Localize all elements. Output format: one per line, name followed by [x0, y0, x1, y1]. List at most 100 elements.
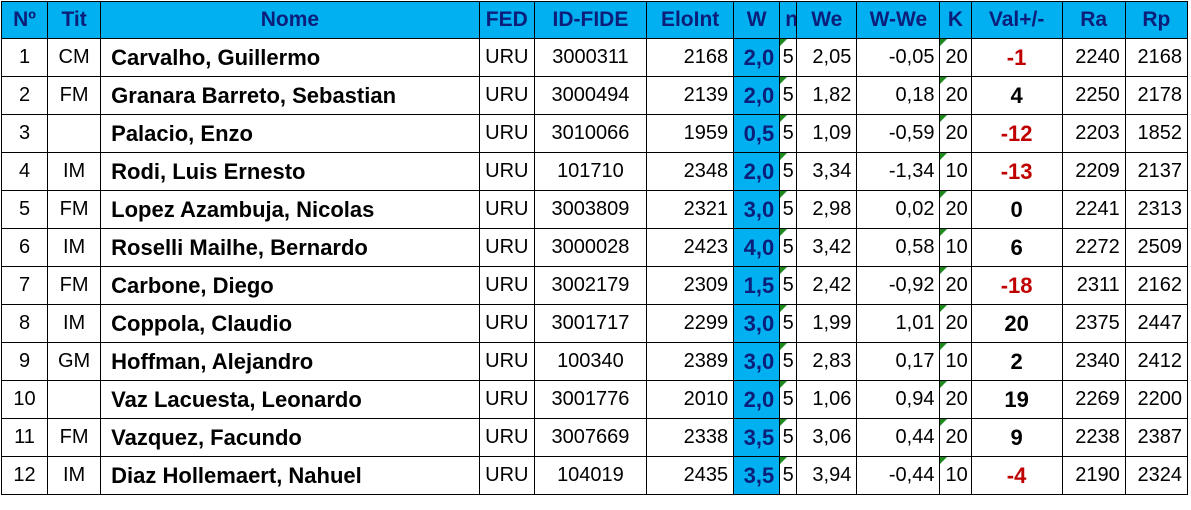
federation: URU: [478, 418, 535, 457]
fide-id: 3001717: [533, 304, 648, 343]
federation: URU: [478, 456, 535, 495]
player-row: 9 GM Hoffman, Alejandro URU 100340 2389 3,0 5 2,…: [0, 342, 1189, 381]
k-factor: 20: [939, 304, 972, 343]
title: FM: [47, 76, 102, 115]
column-header: FED: [478, 1, 535, 39]
games: 5: [779, 418, 798, 457]
fide-id: 3000311: [533, 38, 648, 77]
games: 5: [779, 38, 798, 77]
fide-id: 3002179: [533, 266, 648, 305]
performance-rating: 2313: [1124, 190, 1189, 229]
column-header: Val+/-: [970, 1, 1063, 39]
rating-change: 19: [970, 380, 1063, 419]
player-row: 10 Vaz Lacuesta, Leonardo URU 3001776 2010 2,…: [0, 380, 1189, 419]
column-header: W: [733, 1, 781, 39]
k-factor: 10: [939, 456, 972, 495]
score-difference: -0,59: [856, 114, 941, 153]
score-difference: 0,02: [856, 190, 941, 229]
score: 2,0: [733, 38, 781, 77]
player-name: Roselli Mailhe, Bernardo: [100, 228, 480, 267]
expected-score: 1,06: [796, 380, 858, 419]
score-difference: -0,92: [856, 266, 941, 305]
federation: URU: [478, 190, 535, 229]
score-difference: 0,17: [856, 342, 941, 381]
player-name: Carvalho, Guillermo: [100, 38, 480, 77]
column-header: Ra: [1061, 1, 1126, 39]
player-row: 1 CM Carvalho, Guillermo URU 3000311 2168 2,0 5…: [0, 38, 1189, 77]
title: FM: [47, 266, 102, 305]
expected-score: 2,42: [796, 266, 858, 305]
elo: 2338: [646, 418, 735, 457]
number: 3: [0, 114, 49, 153]
expected-score: 1,82: [796, 76, 858, 115]
average-rating: 2238: [1061, 418, 1126, 457]
player-name: Rodi, Luis Ernesto: [100, 152, 480, 191]
score: 2,0: [733, 152, 781, 191]
number: 7: [0, 266, 49, 305]
expected-score: 2,83: [796, 342, 858, 381]
title: IM: [47, 456, 102, 495]
federation: URU: [478, 380, 535, 419]
title: IM: [47, 304, 102, 343]
player-row: 8 IM Coppola, Claudio URU 3001717 2299 3,0 5 1,9…: [0, 304, 1189, 343]
expected-score: 3,34: [796, 152, 858, 191]
player-row: 5 FM Lopez Azambuja, Nicolas URU 3003809 2321…: [0, 190, 1189, 229]
elo: 2389: [646, 342, 735, 381]
score-difference: -0,44: [856, 456, 941, 495]
number: 1: [0, 38, 49, 77]
rating-change: -18: [970, 266, 1063, 305]
average-rating: 2190: [1061, 456, 1126, 495]
k-factor: 10: [939, 228, 972, 267]
column-header: We: [796, 1, 858, 39]
average-rating: 2311: [1061, 266, 1126, 305]
elo: 2348: [646, 152, 735, 191]
elo: 2168: [646, 38, 735, 77]
results-table: NºTitNomeFEDID-FIDEEloIntWnWeW-WeKVal+/-…: [0, 1, 1189, 495]
player-name: Carbone, Diego: [100, 266, 480, 305]
score: 0,5: [733, 114, 781, 153]
fide-id: 3000494: [533, 76, 648, 115]
rating-change: 9: [970, 418, 1063, 457]
games: 5: [779, 266, 798, 305]
number: 9: [0, 342, 49, 381]
average-rating: 2209: [1061, 152, 1126, 191]
score: 3,0: [733, 304, 781, 343]
column-header: ID-FIDE: [533, 1, 648, 39]
federation: URU: [478, 114, 535, 153]
rating-change: 20: [970, 304, 1063, 343]
player-row: 2 FM Granara Barreto, Sebastian URU 3000494 2…: [0, 76, 1189, 115]
player-name: Palacio, Enzo: [100, 114, 480, 153]
header-row: NºTitNomeFEDID-FIDEEloIntWnWeW-WeKVal+/-…: [0, 1, 1189, 39]
player-row: 3 Palacio, Enzo URU 3010066 1959 0,5 5 1,09 -0,5…: [0, 114, 1189, 153]
number: 12: [0, 456, 49, 495]
games: 5: [779, 190, 798, 229]
number: 6: [0, 228, 49, 267]
average-rating: 2240: [1061, 38, 1126, 77]
rating-change: -1: [970, 38, 1063, 77]
score-difference: 1,01: [856, 304, 941, 343]
elo: 2139: [646, 76, 735, 115]
rating-change: -13: [970, 152, 1063, 191]
performance-rating: 1852: [1124, 114, 1189, 153]
column-header: EloInt: [646, 1, 735, 39]
player-row: 7 FM Carbone, Diego URU 3002179 2309 1,5 5 2,42-…: [0, 266, 1189, 305]
player-name: Diaz Hollemaert, Nahuel: [100, 456, 480, 495]
k-factor: 20: [939, 380, 972, 419]
score: 2,0: [733, 76, 781, 115]
average-rating: 2269: [1061, 380, 1126, 419]
score: 4,0: [733, 228, 781, 267]
score: 3,5: [733, 456, 781, 495]
score: 3,5: [733, 418, 781, 457]
federation: URU: [478, 304, 535, 343]
fide-id: 3001776: [533, 380, 648, 419]
k-factor: 10: [939, 342, 972, 381]
score: 3,0: [733, 190, 781, 229]
column-header: n: [779, 1, 798, 39]
federation: URU: [478, 228, 535, 267]
title: IM: [47, 152, 102, 191]
average-rating: 2375: [1061, 304, 1126, 343]
fide-id: 101710: [533, 152, 648, 191]
player-row: 11 FM Vazquez, Facundo URU 3007669 2338 3,5 5 3,…: [0, 418, 1189, 457]
expected-score: 1,09: [796, 114, 858, 153]
games: 5: [779, 456, 798, 495]
